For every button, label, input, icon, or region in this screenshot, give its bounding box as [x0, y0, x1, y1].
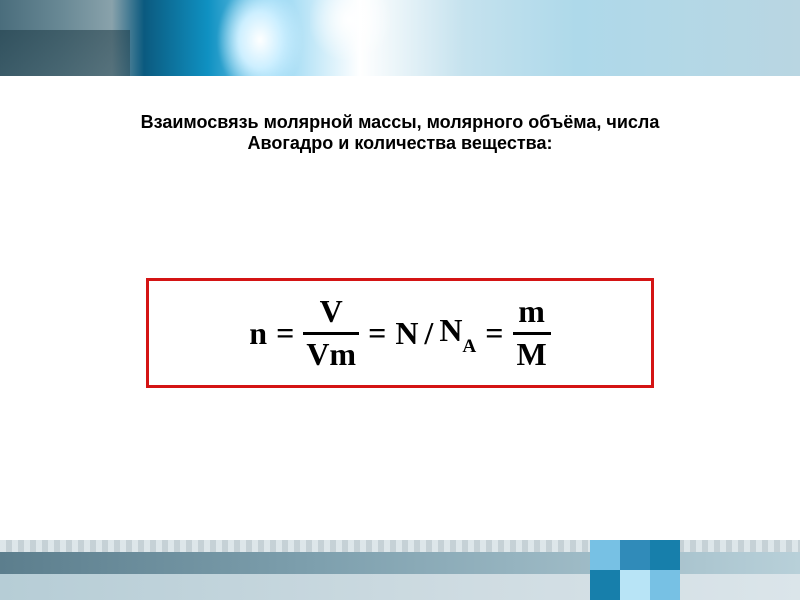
mosaic-sq — [620, 570, 650, 600]
frac1-den: Vm — [303, 338, 359, 372]
fraction-m-M: m M — [513, 295, 551, 371]
bottom-mosaic-icon — [590, 540, 680, 600]
fraction-bar-1 — [303, 332, 359, 335]
formula: n = V Vm = N / NA = m M — [149, 281, 651, 385]
mosaic-sq — [650, 570, 680, 600]
mosaic-sq — [590, 540, 620, 570]
equals-2: = — [368, 315, 386, 352]
fraction-v-vm: V Vm — [303, 295, 359, 371]
var-NA: NA — [439, 312, 476, 354]
subscript-A: A — [462, 336, 476, 357]
bottom-banner — [0, 540, 800, 600]
equals-3: = — [485, 315, 503, 352]
slash: / — [424, 315, 433, 352]
frac1-num: V — [317, 295, 346, 329]
frac2-num: m — [514, 295, 549, 329]
bottom-mid-strip — [0, 552, 800, 574]
var-N2: N — [439, 312, 462, 348]
top-banner-dark-block — [0, 30, 130, 80]
equals-1: = — [276, 315, 294, 352]
var-N: N — [395, 315, 418, 352]
fraction-bar-2 — [513, 332, 551, 335]
lens-flare-icon — [200, 0, 320, 80]
mosaic-sq — [620, 540, 650, 570]
slide: Взаимосвязь молярной массы, молярного об… — [0, 0, 800, 600]
top-banner — [0, 0, 800, 80]
title-line-1: Взаимосвязь молярной массы, молярного об… — [60, 112, 740, 133]
bottom-hatch-strip — [0, 540, 800, 552]
bottom-light-strip — [0, 574, 800, 600]
top-banner-divider — [0, 76, 800, 80]
frac2-den: M — [513, 338, 551, 372]
title-line-2: Авогадро и количества вещества: — [60, 133, 740, 154]
mosaic-sq — [590, 570, 620, 600]
slide-title: Взаимосвязь молярной массы, молярного об… — [60, 112, 740, 154]
formula-box: n = V Vm = N / NA = m M — [146, 278, 654, 388]
lens-flare-small-icon — [310, 0, 390, 60]
var-n: n — [249, 315, 267, 352]
mosaic-sq — [650, 540, 680, 570]
